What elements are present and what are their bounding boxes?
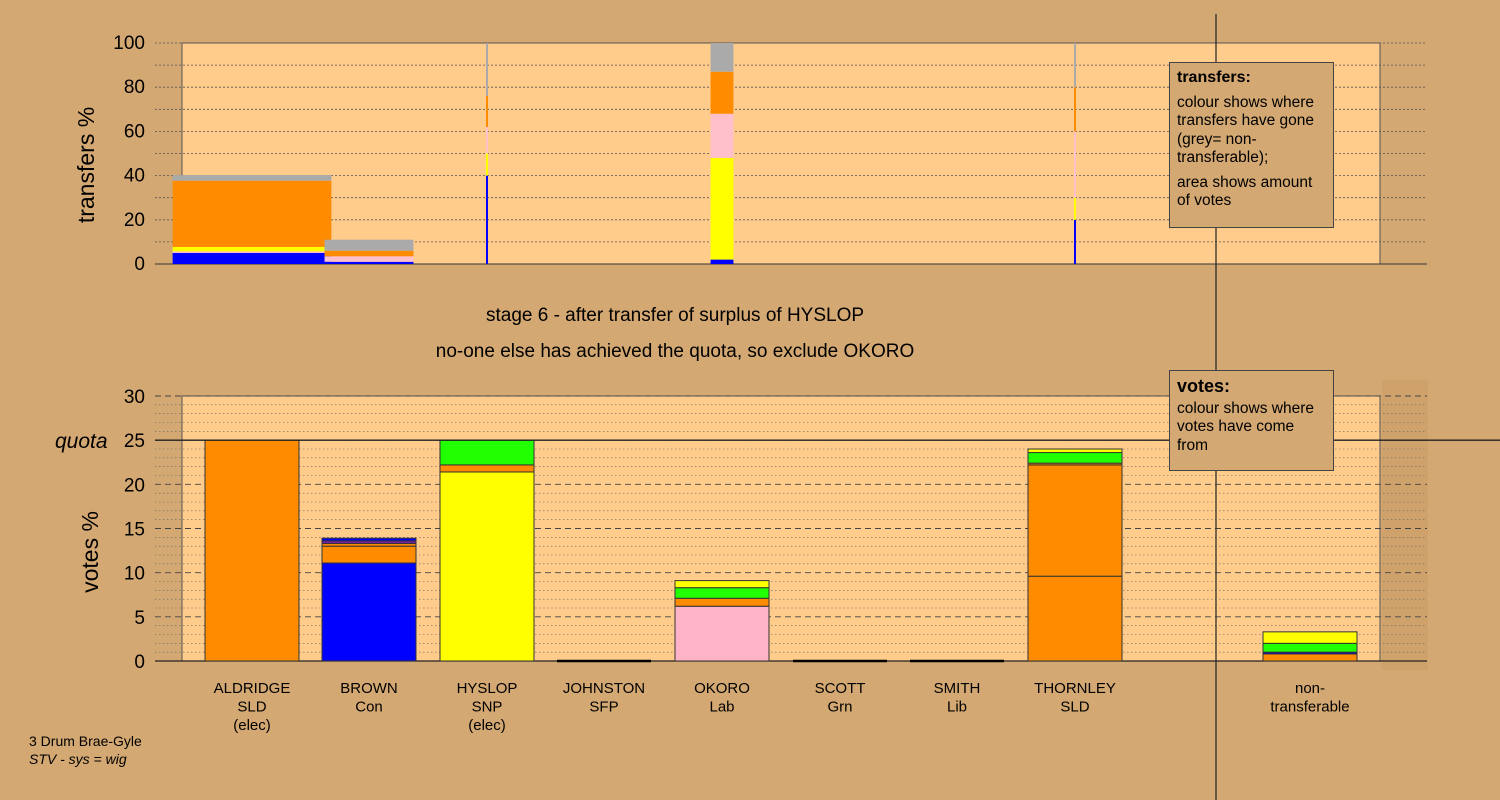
candidate-label: (elec) — [233, 717, 271, 734]
transfers-bar-segment — [1074, 219, 1076, 264]
votes-y-tick-label: 20 — [124, 475, 145, 496]
transfers-y-tick-label: 40 — [124, 166, 145, 187]
transfers-legend: transfers: colour shows where transfers … — [1169, 62, 1334, 228]
transfers-bar-segment — [1074, 197, 1076, 220]
transfers-bar-segment — [172, 180, 332, 247]
votes-bar-segment — [1262, 631, 1358, 644]
votes-legend: votes: colour shows where votes have com… — [1169, 370, 1334, 471]
transfers-bar-segment — [486, 126, 488, 154]
candidate-label: SLD — [1060, 699, 1089, 716]
transfers-bar-segment — [710, 157, 734, 260]
votes-bar-segment — [439, 464, 535, 473]
votes-bar-segment — [674, 580, 770, 589]
transfers-bar-segment — [324, 256, 414, 262]
quota-label: quota — [55, 430, 108, 453]
transfers-bar-segment — [172, 252, 332, 264]
candidate-label: SNP — [472, 699, 503, 716]
transfers-bar-segment — [486, 175, 488, 264]
transfers-bar-segment — [1074, 87, 1076, 132]
votes-bar-segment — [439, 439, 535, 466]
candidate-label: HYSLOP — [457, 680, 518, 697]
votes-bar-segment — [674, 597, 770, 607]
votes-legend-text: colour shows where votes have come from — [1177, 399, 1314, 454]
votes-y-tick-label: 30 — [124, 387, 145, 408]
votes-bar-segment — [1027, 448, 1123, 454]
transfers-bar-segment — [324, 261, 414, 264]
transfers-bar-segment — [324, 239, 414, 251]
candidate-label: SLD — [237, 699, 266, 716]
candidate-label: transferable — [1270, 699, 1349, 716]
votes-y-axis-label: votes % — [77, 511, 103, 593]
candidate-label: Grn — [827, 699, 852, 716]
transfers-legend-text-2: area shows amount of votes — [1177, 173, 1313, 210]
transfers-y-axis-label: transfers % — [73, 107, 99, 223]
candidate-label: ALDRIDGE — [214, 680, 291, 697]
votes-bar-segment — [674, 587, 770, 599]
candidate-label: SFP — [589, 699, 618, 716]
votes-bar-segment — [321, 537, 417, 542]
candidate-label: SMITH — [934, 680, 981, 697]
votes-y-tick-label: 15 — [124, 520, 145, 541]
transfers-y-tick-label: 60 — [124, 121, 145, 142]
votes-bar-segment — [439, 471, 535, 662]
transfers-y-tick-label: 80 — [124, 77, 145, 98]
votes-y-tick-label: 5 — [134, 608, 145, 629]
votes-side-strip — [1382, 380, 1428, 670]
candidate-label: Lab — [709, 699, 734, 716]
votes-legend-title: votes: — [1177, 376, 1231, 396]
votes-bar-segment — [1027, 575, 1123, 662]
candidate-label: Lib — [947, 699, 967, 716]
candidate-label: OKORO — [694, 680, 750, 697]
candidate-label: BROWN — [340, 680, 398, 697]
candidate-label: Con — [355, 699, 383, 716]
candidate-label: SCOTT — [815, 680, 866, 697]
exclusion-caption: no-one else has achieved the quota, so e… — [435, 341, 915, 362]
transfers-legend-text-1: colour shows where transfers have gone (… — [1177, 93, 1315, 167]
votes-bar-segment — [1262, 653, 1358, 662]
transfers-bar-segment — [324, 250, 414, 257]
candidate-label: THORNLEY — [1034, 680, 1116, 697]
votes-bar-segment — [1262, 642, 1358, 653]
transfers-bar-segment — [486, 96, 488, 127]
transfers-bar-segment — [1074, 131, 1076, 198]
transfers-y-tick-label: 20 — [124, 210, 145, 231]
transfers-bar-segment — [172, 251, 332, 253]
votes-y-tick-label: 10 — [124, 564, 145, 585]
transfers-bar-segment — [486, 153, 488, 176]
transfers-bar-segment — [710, 259, 734, 264]
votes-bar-segment — [674, 605, 770, 662]
system-label: STV - sys = wig — [29, 751, 127, 767]
votes-bar-segment — [321, 562, 417, 662]
transfers-bar-segment — [710, 71, 734, 114]
transfers-y-tick-label: 0 — [134, 254, 145, 275]
transfers-legend-title: transfers: — [1177, 69, 1251, 86]
votes-bar-segment — [1027, 452, 1123, 464]
candidate-label: JOHNSTON — [563, 680, 645, 697]
transfers-bar-segment — [710, 113, 734, 158]
candidate-label: (elec) — [468, 717, 506, 734]
stage-caption: stage 6 - after transfer of surplus of H… — [485, 305, 865, 326]
transfers-bar-segment — [486, 43, 488, 97]
transfers-bar-segment — [172, 175, 332, 181]
transfers-bar-segment — [1074, 43, 1076, 88]
votes-bar-segment — [204, 439, 300, 662]
transfers-bar-segment — [710, 43, 734, 72]
votes-y-tick-label: 25 — [124, 431, 145, 452]
votes-bar-segment — [1027, 464, 1123, 577]
votes-bar-segment — [321, 545, 417, 564]
transfers-y-tick-label: 100 — [113, 33, 145, 54]
constituency-name: 3 Drum Brae-Gyle — [29, 733, 142, 749]
votes-y-tick-label: 0 — [134, 652, 145, 673]
transfers-bar-segment — [172, 246, 332, 252]
candidate-label: non- — [1295, 680, 1325, 697]
